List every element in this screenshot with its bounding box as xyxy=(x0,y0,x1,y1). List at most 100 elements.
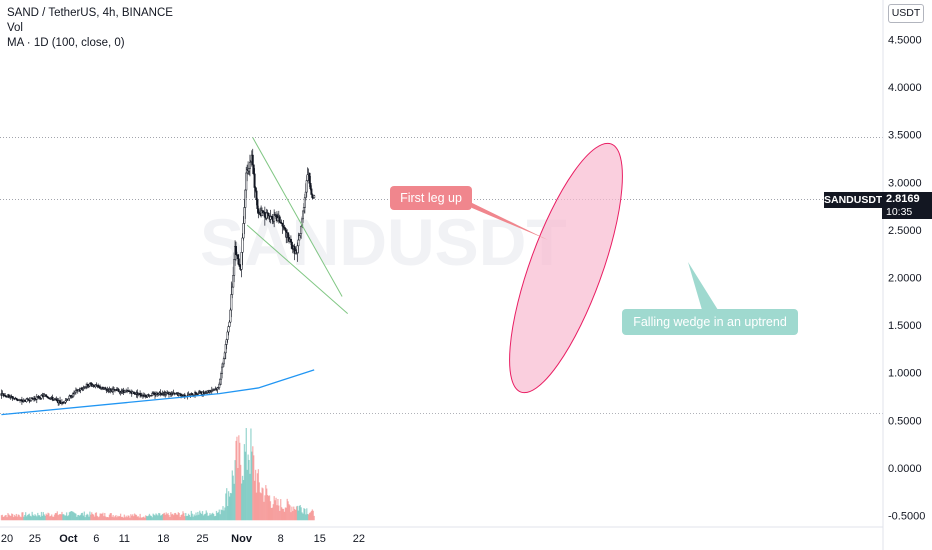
volume-bar-162 xyxy=(151,517,153,521)
volume-bar-263 xyxy=(245,428,247,521)
y-tick-label-7: 1.0000 xyxy=(888,368,922,380)
volume-bar-187 xyxy=(174,512,177,521)
volume-bar-254 xyxy=(237,468,239,521)
volume-bar-226 xyxy=(211,513,213,521)
legend-volume-indicator[interactable]: Vol xyxy=(7,22,23,34)
volume-bar-122 xyxy=(114,516,116,521)
volume-bar-186 xyxy=(173,513,176,521)
candle-body-329 xyxy=(306,174,309,181)
volume-bar-184 xyxy=(172,513,174,521)
volume-bar-264 xyxy=(246,469,248,521)
volume-bar-2 xyxy=(2,517,4,521)
legend-symbol-title[interactable]: SAND / TetherUS, 4h, BINANCE xyxy=(7,7,173,19)
volume-bar-115 xyxy=(107,517,110,521)
volume-bar-119 xyxy=(111,516,113,521)
volume-bar-116 xyxy=(108,514,111,521)
currency-badge[interactable]: USDT xyxy=(888,4,924,23)
volume-bar-107 xyxy=(100,513,102,521)
candle-body-241 xyxy=(224,344,227,354)
volume-bar-300 xyxy=(280,499,282,521)
volume-bar-169 xyxy=(158,512,160,521)
volume-bar-326 xyxy=(304,508,306,521)
falling-wedge-callout[interactable]: Falling wedge in an uptrend xyxy=(622,309,798,335)
volume-bar-1 xyxy=(1,514,4,521)
volume-bar-292 xyxy=(272,504,274,521)
volume-bar-123 xyxy=(115,515,117,521)
volume-bar-228 xyxy=(213,514,215,521)
volume-bar-20 xyxy=(19,516,21,521)
volume-bar-26 xyxy=(25,512,27,521)
volume-bar-312 xyxy=(291,506,293,521)
candle-body-242 xyxy=(225,339,228,345)
candle-body-259 xyxy=(241,237,244,253)
volume-bar-239 xyxy=(223,510,225,521)
volume-bar-248 xyxy=(231,470,233,521)
candle-body-245 xyxy=(228,321,231,327)
volume-bar-199 xyxy=(186,515,188,521)
volume-bar-160 xyxy=(149,515,152,521)
candle-body-299 xyxy=(278,216,281,223)
legend-ma-indicator[interactable]: MA · 1D (100, close, 0) xyxy=(7,37,125,49)
volume-bar-210 xyxy=(196,515,198,521)
volume-bar-49 xyxy=(46,514,48,521)
volume-bar-14 xyxy=(13,514,16,521)
volume-bar-43 xyxy=(40,511,43,521)
volume-bar-232 xyxy=(216,512,219,521)
volume-bar-208 xyxy=(194,515,196,521)
candle-body-275 xyxy=(256,199,259,209)
volume-bar-289 xyxy=(269,501,272,521)
price-badge-symbol: SANDUSDT xyxy=(824,192,883,208)
volume-bar-98 xyxy=(92,513,94,521)
volume-bar-173 xyxy=(161,514,164,521)
volume-bar-5 xyxy=(5,514,7,521)
first-leg-callout[interactable]: First leg up xyxy=(390,186,472,210)
volume-bar-227 xyxy=(212,512,214,521)
volume-bar-77 xyxy=(72,511,74,521)
volume-bar-258 xyxy=(240,483,243,521)
volume-bar-63 xyxy=(59,514,61,521)
volume-bar-291 xyxy=(271,507,273,521)
volume-bar-233 xyxy=(217,512,219,521)
volume-bar-285 xyxy=(266,488,268,521)
volume-bar-192 xyxy=(179,516,181,521)
y-tick-label-0: 4.5000 xyxy=(888,35,922,47)
x-tick-label-4: 11 xyxy=(119,533,130,545)
volume-bar-215 xyxy=(200,514,203,521)
volume-bar-106 xyxy=(99,513,101,521)
volume-bar-33 xyxy=(31,511,33,521)
y-tick-label-6: 1.5000 xyxy=(888,320,922,332)
volume-bar-188 xyxy=(175,514,178,521)
volume-bar-176 xyxy=(164,514,166,521)
volume-bar-97 xyxy=(91,512,93,521)
candle-body-249 xyxy=(232,275,235,288)
volume-bar-282 xyxy=(263,501,265,521)
candle-body-256 xyxy=(238,264,241,267)
candle-body-327 xyxy=(304,191,307,199)
x-tick-label-10: 22 xyxy=(353,533,365,545)
candle-body-263 xyxy=(245,172,248,191)
volume-bar-280 xyxy=(261,487,263,521)
volume-bar-219 xyxy=(204,513,206,521)
volume-bar-148 xyxy=(138,517,140,521)
moving-average-line xyxy=(1,369,315,416)
volume-bar-13 xyxy=(12,517,15,521)
volume-bar-297 xyxy=(277,498,279,521)
candle-body-287 xyxy=(267,212,270,216)
watermark: SANDUSDT xyxy=(200,205,567,279)
volume-bar-223 xyxy=(208,515,210,521)
volume-bar-201 xyxy=(187,513,190,521)
volume-bar-130 xyxy=(121,516,124,521)
candle-body-297 xyxy=(276,217,279,222)
candle-body-260 xyxy=(242,223,245,239)
volume-bar-113 xyxy=(105,517,108,521)
candle-body-283 xyxy=(263,212,266,218)
callout-pointers xyxy=(466,200,718,310)
x-axis[interactable]: 20 25 Oct 6 11 18 25 Nov 8 15 22 xyxy=(0,526,883,545)
y-axis[interactable]: 4.5000 4.0000 3.5000 3.0000 2.5000 2.0000 1.50… xyxy=(882,0,925,550)
volume-bar-268 xyxy=(250,428,252,521)
volume-bar-200 xyxy=(186,515,189,521)
volume-bar-221 xyxy=(206,512,208,521)
volume-bar-329 xyxy=(307,514,309,521)
volume-bar-31 xyxy=(29,515,31,521)
